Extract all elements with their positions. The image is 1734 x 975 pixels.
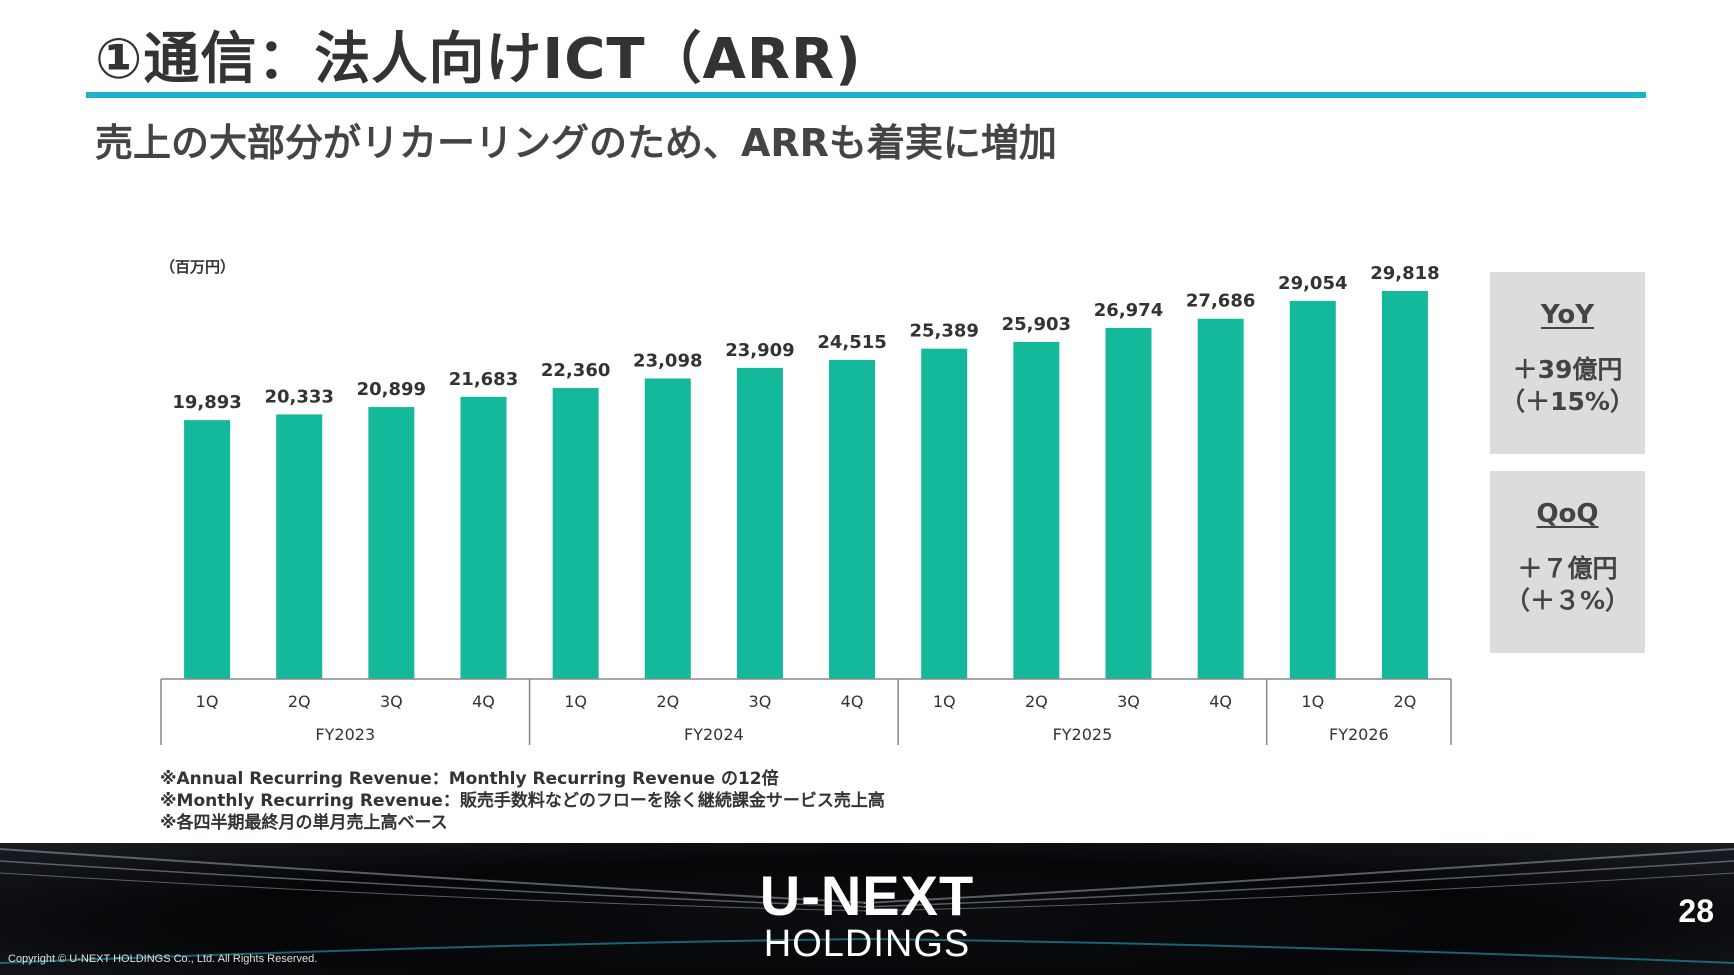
bar	[736, 367, 783, 679]
bar	[460, 396, 507, 679]
yoy-label: YoY	[1540, 300, 1595, 330]
data-label: 29,818	[1370, 263, 1439, 284]
data-label: 29,054	[1278, 273, 1347, 294]
group-label: FY2025	[1053, 725, 1113, 744]
data-label: 25,903	[1002, 314, 1071, 335]
x-tick-label: 1Q	[564, 692, 587, 711]
arr-bar-chart: （百万円） 19,893 1Q 20,333 2Q 20,899 3Q 21,683 4Q 22,…	[160, 258, 1452, 745]
footnote: ※Monthly Recurring Revenue：販売手数料などのフローを除…	[160, 791, 885, 811]
data-label: 21,683	[449, 369, 518, 390]
data-label: 20,899	[357, 379, 426, 400]
x-tick-label: 1Q	[933, 692, 956, 711]
bar	[368, 407, 415, 679]
data-label: 23,098	[633, 350, 702, 371]
bar	[829, 360, 876, 679]
x-tick-label: 2Q	[1025, 692, 1048, 711]
x-tick-label: 4Q	[841, 692, 864, 711]
data-label: 27,686	[1186, 291, 1255, 312]
data-label: 22,360	[541, 360, 610, 381]
bar	[184, 420, 231, 679]
x-tick-label: 4Q	[1209, 692, 1232, 711]
group-label: FY2023	[315, 725, 375, 744]
x-tick-label: 2Q	[1394, 692, 1417, 711]
bar	[1197, 318, 1244, 679]
bar	[644, 378, 691, 679]
logo-holdings: HOLDINGS	[763, 923, 971, 965]
footnote: ※Annual Recurring Revenue：Monthly Recurr…	[160, 769, 779, 789]
footnote: ※各四半期最終月の単月売上高ベース	[160, 813, 448, 833]
x-tick-label: 4Q	[472, 692, 495, 711]
footnotes: ※Annual Recurring Revenue：Monthly Recurr…	[160, 768, 885, 834]
yoy-amount: ＋39億円	[1512, 355, 1623, 384]
yoy-kpi-box: YoY ＋39億円 （＋15%）	[1490, 272, 1645, 454]
page-title: ①通信：法人向けICT（ARR)	[95, 27, 862, 92]
page-number: 28	[1678, 893, 1714, 929]
group-label: FY2024	[684, 725, 744, 744]
title-underline	[86, 92, 1646, 98]
page-subtitle: 売上の大部分がリカーリングのため、ARRも着実に増加	[95, 121, 1057, 165]
data-label: 19,893	[172, 392, 241, 413]
data-label: 24,515	[817, 332, 886, 353]
qoq-label: QoQ	[1536, 499, 1599, 529]
x-tick-label: 3Q	[749, 692, 772, 711]
x-tick-label: 3Q	[1117, 692, 1140, 711]
data-label: 26,974	[1094, 300, 1163, 321]
yoy-percent: （＋15%）	[1500, 387, 1635, 416]
bar	[1013, 341, 1060, 679]
x-tick-label: 2Q	[656, 692, 679, 711]
group-label: FY2026	[1329, 725, 1389, 744]
x-tick-label: 3Q	[380, 692, 403, 711]
bar	[921, 348, 968, 679]
copyright-notice: Copyright © U-NEXT HOLDINGS Co., Ltd. Al…	[8, 953, 318, 965]
logo-unext: U-NEXT	[759, 864, 975, 927]
data-label: 23,909	[725, 340, 794, 361]
bar	[1381, 291, 1428, 679]
unit-label: （百万円）	[160, 258, 235, 276]
qoq-amount: ＋７億円	[1517, 554, 1618, 583]
x-tick-label: 2Q	[288, 692, 311, 711]
qoq-percent: （＋３%）	[1504, 586, 1631, 615]
bar	[552, 388, 599, 679]
data-label: 25,389	[909, 321, 978, 342]
bar	[1289, 300, 1336, 679]
footer-banner: U-NEXT HOLDINGS 28 Copyright © U-NEXT HO…	[0, 843, 1734, 975]
x-tick-label: 1Q	[1301, 692, 1324, 711]
bar	[276, 414, 323, 679]
qoq-kpi-box: QoQ ＋７億円 （＋３%）	[1490, 471, 1645, 653]
data-label: 20,333	[264, 386, 333, 407]
bar	[1105, 328, 1152, 679]
x-tick-label: 1Q	[196, 692, 219, 711]
footer-light-streaks	[0, 848, 1734, 964]
